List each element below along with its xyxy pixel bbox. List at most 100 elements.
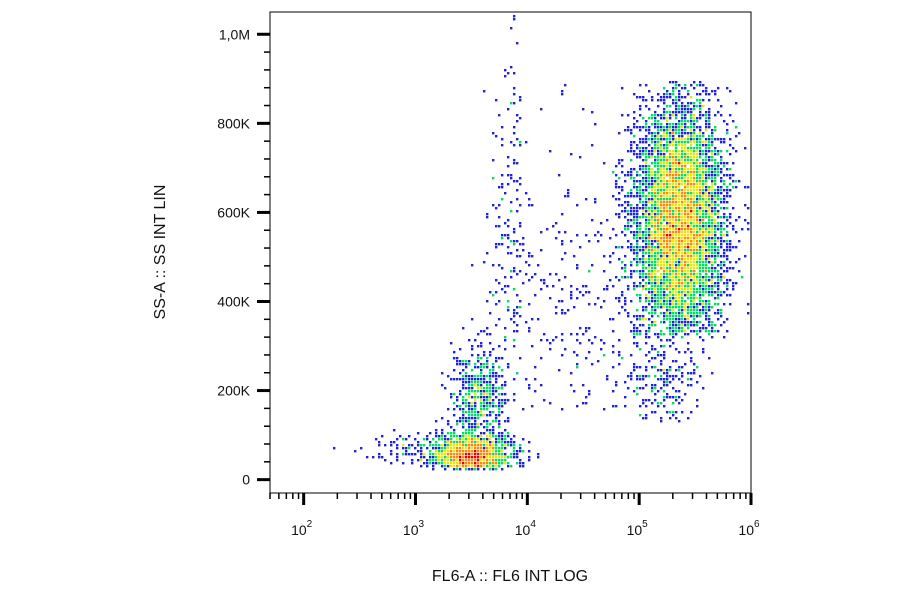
density-point: [609, 318, 612, 321]
density-point: [486, 456, 489, 459]
density-point: [711, 144, 714, 147]
density-point: [666, 234, 669, 237]
density-point: [672, 81, 675, 84]
density-point: [492, 465, 495, 468]
density-point: [684, 210, 687, 213]
density-point: [654, 132, 657, 135]
density-point: [678, 132, 681, 135]
density-point: [687, 138, 690, 141]
density-point: [447, 447, 450, 450]
density-point: [654, 219, 657, 222]
density-point: [672, 165, 675, 168]
density-point: [639, 165, 642, 168]
density-point: [666, 411, 669, 414]
density-point: [702, 90, 705, 93]
density-point: [687, 243, 690, 246]
density-point: [675, 240, 678, 243]
density-point: [714, 282, 717, 285]
density-point: [636, 285, 639, 288]
density-point: [663, 138, 666, 141]
density-point: [588, 303, 591, 306]
density-point: [585, 327, 588, 330]
density-point: [651, 96, 654, 99]
density-point: [723, 321, 726, 324]
density-point: [708, 195, 711, 198]
density-point: [681, 195, 684, 198]
density-point: [663, 132, 666, 135]
density-point: [501, 384, 504, 387]
density-point: [621, 291, 624, 294]
density-point: [705, 246, 708, 249]
density-point: [702, 132, 705, 135]
density-point: [501, 144, 504, 147]
density-point: [582, 294, 585, 297]
density-point: [651, 384, 654, 387]
density-point: [441, 453, 444, 456]
density-point: [609, 279, 612, 282]
density-point: [678, 138, 681, 141]
density-point: [531, 318, 534, 321]
density-point: [501, 243, 504, 246]
density-point: [660, 246, 663, 249]
density-point: [705, 165, 708, 168]
density-point: [678, 111, 681, 114]
density-point: [666, 315, 669, 318]
density-point: [510, 210, 513, 213]
density-point: [651, 198, 654, 201]
density-point: [477, 462, 480, 465]
density-point: [561, 408, 564, 411]
density-point: [669, 285, 672, 288]
density-point: [660, 255, 663, 258]
density-point: [456, 441, 459, 444]
density-point: [663, 195, 666, 198]
density-point: [690, 183, 693, 186]
density-point: [654, 375, 657, 378]
density-point: [711, 168, 714, 171]
density-point: [513, 243, 516, 246]
density-point: [507, 165, 510, 168]
density-point: [657, 138, 660, 141]
density-point: [618, 339, 621, 342]
density-point: [711, 288, 714, 291]
density-point: [654, 366, 657, 369]
density-point: [687, 111, 690, 114]
density-point: [513, 126, 516, 129]
density-point: [501, 369, 504, 372]
density-point: [501, 462, 504, 465]
density-point: [660, 129, 663, 132]
density-point: [684, 195, 687, 198]
density-point: [678, 327, 681, 330]
density-point: [555, 273, 558, 276]
density-point: [657, 150, 660, 153]
density-point: [663, 378, 666, 381]
density-point: [654, 192, 657, 195]
density-point: [582, 384, 585, 387]
density-point: [507, 234, 510, 237]
density-point: [720, 114, 723, 117]
density-point: [678, 90, 681, 93]
density-point: [471, 318, 474, 321]
density-point: [657, 390, 660, 393]
density-point: [663, 168, 666, 171]
density-point: [462, 360, 465, 363]
density-point: [462, 423, 465, 426]
density-point: [696, 225, 699, 228]
density-point: [666, 381, 669, 384]
density-point: [666, 111, 669, 114]
density-point: [708, 258, 711, 261]
density-point: [717, 195, 720, 198]
density-point: [468, 375, 471, 378]
density-point: [726, 249, 729, 252]
density-point: [654, 300, 657, 303]
density-point: [684, 126, 687, 129]
density-point: [735, 102, 738, 105]
density-point: [666, 189, 669, 192]
density-point: [642, 150, 645, 153]
density-point: [699, 195, 702, 198]
density-point: [693, 189, 696, 192]
density-point: [492, 390, 495, 393]
density-point: [687, 162, 690, 165]
density-point: [648, 297, 651, 300]
density-point: [660, 177, 663, 180]
density-point: [669, 138, 672, 141]
